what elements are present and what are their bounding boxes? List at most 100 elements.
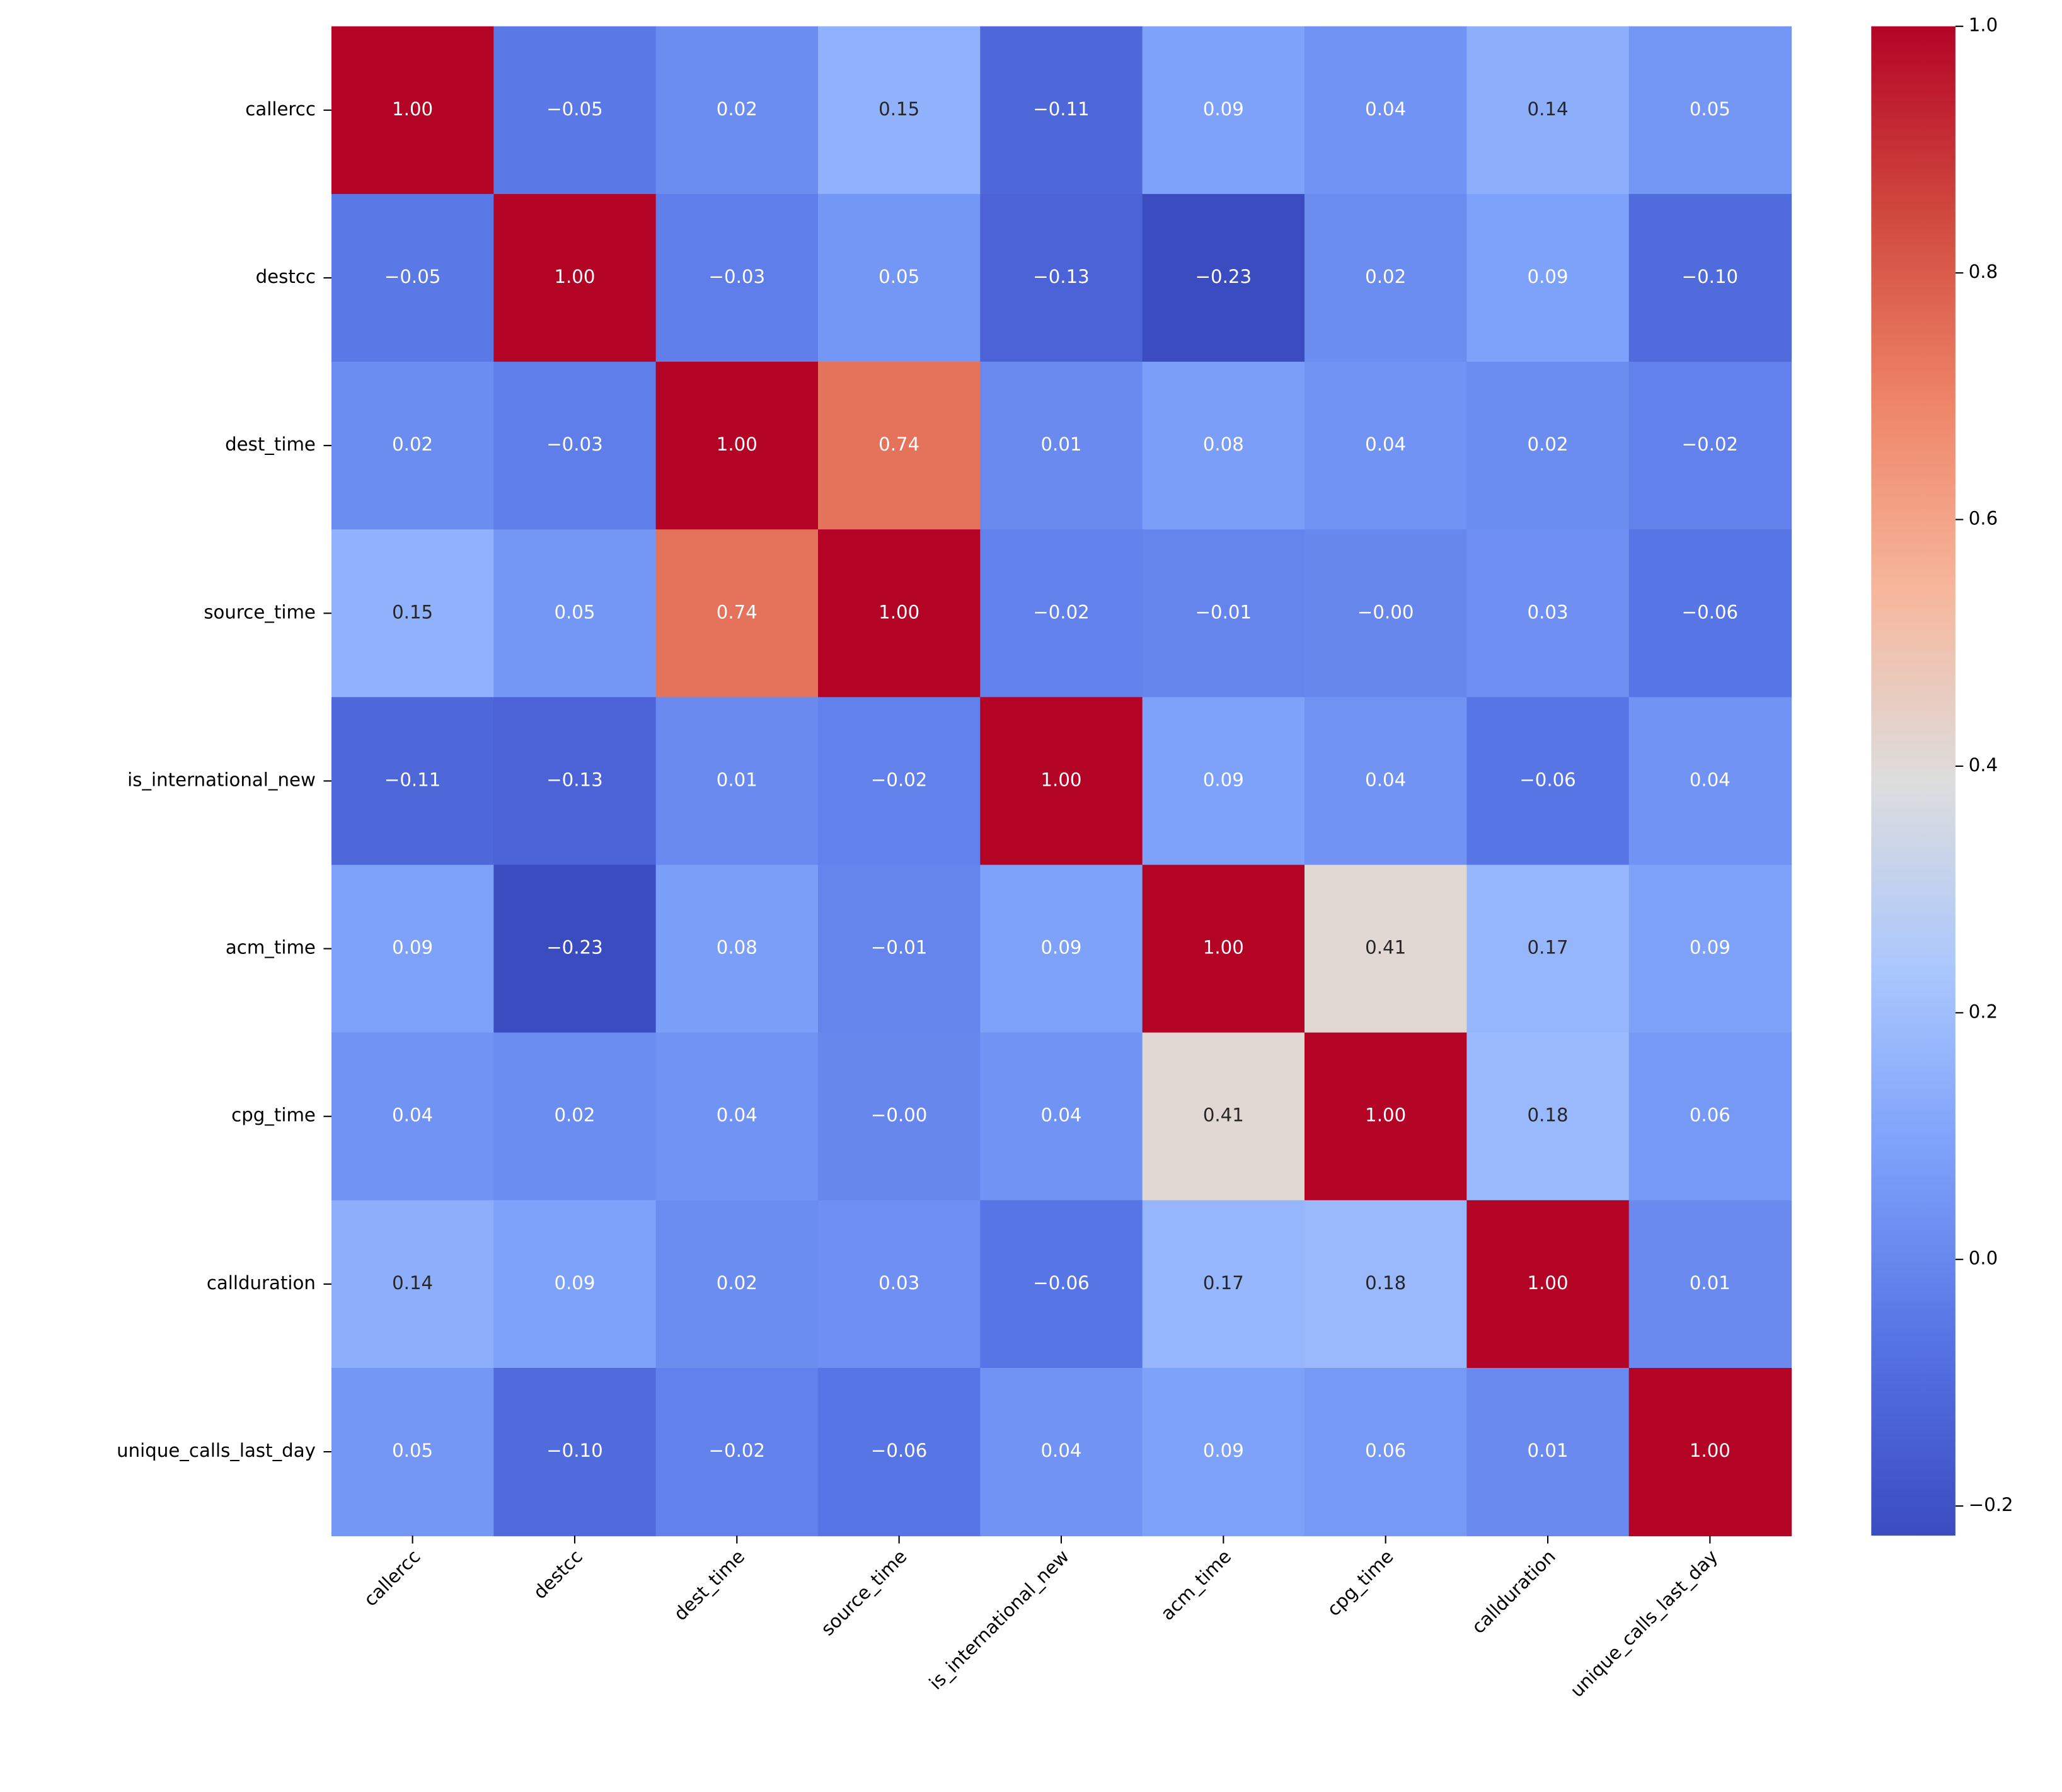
x-tick-label: callercc (360, 1546, 425, 1611)
heatmap-cell (980, 193, 1143, 363)
cell-label: −0.05 (384, 266, 441, 287)
heatmap-cell (1142, 529, 1306, 698)
heatmap-cell (1628, 1367, 1792, 1537)
cell-label: 0.05 (554, 601, 595, 623)
cell-label: 0.02 (1528, 434, 1569, 455)
heatmap-cell (1628, 362, 1792, 531)
heatmap-cell (655, 26, 819, 195)
heatmap-cell (655, 1367, 819, 1537)
heatmap-cell (1628, 864, 1792, 1033)
heatmap-cell (1628, 26, 1792, 195)
cell-label: 0.08 (1203, 434, 1244, 455)
colorbar-tick-label: 0.4 (1969, 754, 1998, 776)
heatmap-cell (1466, 1032, 1630, 1201)
cell-label: −0.23 (1195, 266, 1252, 287)
cell-label: −0.02 (1033, 601, 1090, 623)
cell-label: −0.05 (546, 98, 603, 120)
cell-label: −0.10 (546, 1440, 603, 1461)
colorbar-tick-label: −0.2 (1969, 1494, 2013, 1515)
cell-label: 0.17 (1528, 937, 1569, 958)
y-tick-label: is_international_new (127, 769, 316, 790)
cell-label: 1.00 (1690, 1440, 1731, 1461)
x-tick-label: unique_calls_last_day (1566, 1546, 1722, 1701)
cell-label: 0.02 (717, 1272, 757, 1294)
heatmap-cell (1305, 1367, 1468, 1537)
heatmap-cell (331, 1367, 495, 1537)
cell-label: 0.04 (1365, 434, 1406, 455)
y-tick-label: unique_calls_last_day (117, 1440, 316, 1461)
y-tick-label: cpg_time (231, 1105, 316, 1126)
cell-label: 0.04 (1040, 1440, 1081, 1461)
cell-label: −0.03 (709, 266, 766, 287)
cell-label: −0.01 (1195, 601, 1252, 623)
heatmap-cell (1466, 1367, 1630, 1537)
cell-label: −0.13 (546, 769, 603, 790)
heatmap-cell (1142, 26, 1306, 195)
cell-label: 0.04 (1365, 98, 1406, 120)
heatmap-cell (980, 697, 1143, 866)
heatmap-cell (493, 193, 657, 363)
x-tick-label: dest_time (670, 1546, 749, 1625)
heatmap-cell (1466, 529, 1630, 698)
cell-label: 0.09 (1203, 98, 1244, 120)
cell-label: 0.09 (392, 937, 433, 958)
cell-label: 0.04 (1690, 769, 1731, 790)
heatmap-cell (817, 26, 981, 195)
x-tick-label: source_time (817, 1546, 911, 1640)
cell-label: −0.06 (1519, 769, 1576, 790)
cell-label: 0.02 (554, 1105, 595, 1126)
cell-label: 0.04 (1040, 1105, 1081, 1126)
heatmap-cell (1142, 1200, 1306, 1369)
cell-label: 0.06 (1690, 1105, 1731, 1126)
heatmap-cell (1142, 864, 1306, 1033)
heatmap-cell (655, 697, 819, 866)
heatmap-cell (980, 26, 1143, 195)
y-tick-label: callduration (207, 1272, 316, 1294)
cell-label: 0.09 (554, 1272, 595, 1294)
cell-label: −0.06 (871, 1440, 928, 1461)
heatmap-cell (817, 193, 981, 363)
cell-label: 0.41 (1365, 937, 1406, 958)
y-tick-label: acm_time (226, 937, 316, 958)
heatmap-cell (493, 864, 657, 1033)
heatmap-cell (1466, 864, 1630, 1033)
heatmap-cell (1305, 1032, 1468, 1201)
heatmap-cell (331, 529, 495, 698)
heatmap-cell (1142, 1367, 1306, 1537)
cell-label: 0.02 (717, 98, 757, 120)
heatmap-cell (1305, 1200, 1468, 1369)
cell-label: 1.00 (1040, 769, 1081, 790)
heatmap-cell (331, 697, 495, 866)
cell-label: 0.74 (878, 434, 919, 455)
x-tick-label: cpg_time (1323, 1546, 1398, 1621)
colorbar (1871, 26, 1955, 1536)
cell-label: 1.00 (878, 601, 919, 623)
cell-label: −0.10 (1682, 266, 1739, 287)
colorbar-tick-label: 0.6 (1969, 508, 1998, 529)
heatmap-cell (817, 1032, 981, 1201)
heatmap-cell (493, 1032, 657, 1201)
heatmap-cell (1305, 864, 1468, 1033)
heatmap-cell (980, 362, 1143, 531)
cell-label: −0.00 (871, 1105, 928, 1126)
cell-label: 0.09 (1528, 266, 1569, 287)
heatmap-cell (1305, 26, 1468, 195)
heatmap-cell (980, 529, 1143, 698)
cell-label: 0.01 (1528, 1440, 1569, 1461)
heatmap-cell (817, 864, 981, 1033)
y-tick-label: destcc (256, 266, 316, 287)
cell-label: −0.23 (546, 937, 603, 958)
cell-label: 1.00 (1528, 1272, 1569, 1294)
heatmap-cell (1466, 1200, 1630, 1369)
cell-label: 0.18 (1365, 1272, 1406, 1294)
heatmap-cell (493, 1367, 657, 1537)
cell-label: 0.01 (1040, 434, 1081, 455)
heatmap-cell (655, 1032, 819, 1201)
heatmap-cell (331, 362, 495, 531)
cell-label: 0.08 (717, 937, 757, 958)
heatmap-cell (493, 529, 657, 698)
y-tick-label: callercc (245, 98, 316, 120)
cell-label: 0.04 (717, 1105, 757, 1126)
cell-label: 0.14 (1528, 98, 1569, 120)
